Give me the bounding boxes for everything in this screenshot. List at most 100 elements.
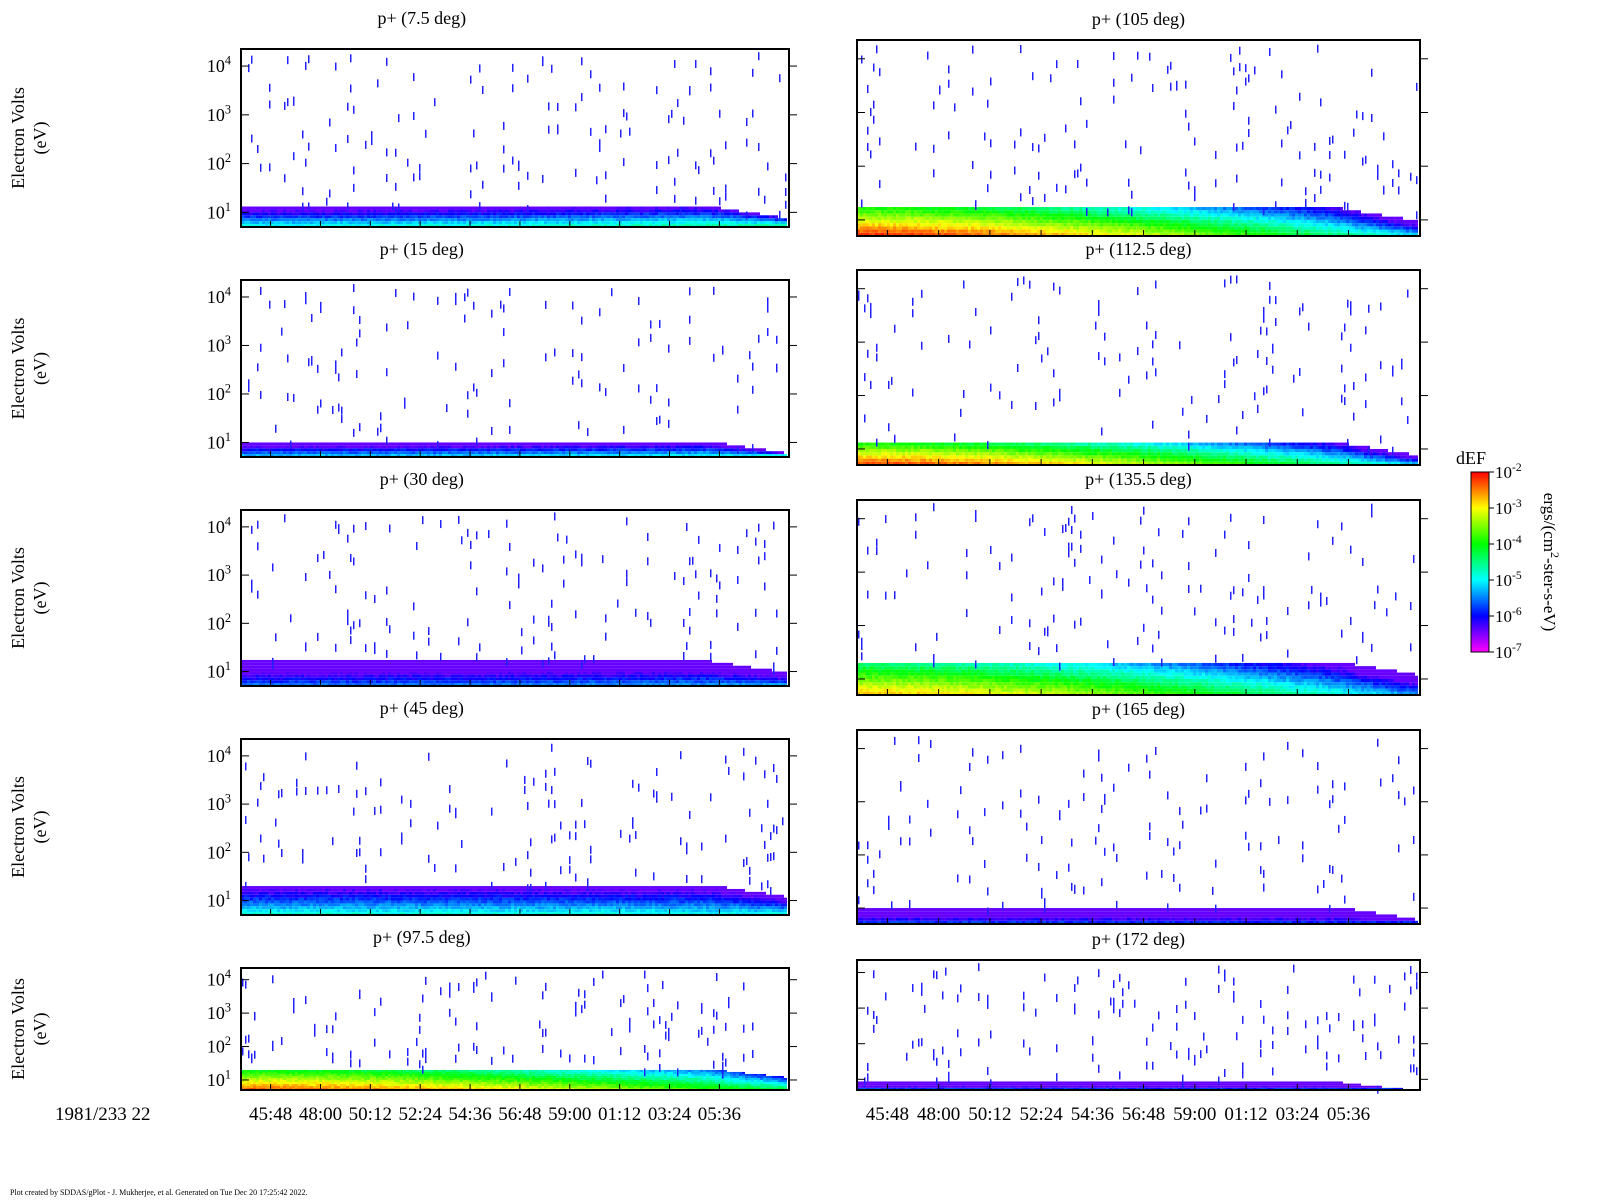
cell <box>301 451 304 455</box>
cell <box>418 659 421 663</box>
cell <box>634 212 637 216</box>
cell <box>775 218 778 222</box>
cell <box>755 650 757 659</box>
cell <box>571 668 574 672</box>
cell <box>581 57 583 66</box>
cell <box>386 617 388 626</box>
cell <box>544 671 547 675</box>
cell <box>442 909 445 913</box>
cell <box>367 224 370 227</box>
cell <box>574 442 577 446</box>
cell <box>373 209 376 213</box>
cell <box>493 662 496 666</box>
cell <box>610 454 613 457</box>
cell <box>409 221 412 225</box>
cell <box>667 659 670 663</box>
cell <box>758 334 760 343</box>
cell <box>763 680 766 684</box>
cell <box>466 209 469 213</box>
cell <box>475 674 478 678</box>
cell <box>316 454 319 457</box>
cell <box>430 900 433 904</box>
cell <box>748 448 751 452</box>
cell <box>538 445 541 449</box>
cell <box>607 680 610 684</box>
cell <box>688 221 691 225</box>
cell <box>415 209 418 213</box>
cell <box>325 909 328 913</box>
cell <box>556 683 559 686</box>
cell <box>307 224 310 227</box>
cell <box>256 442 259 446</box>
cell <box>358 894 361 898</box>
cell <box>412 659 415 663</box>
cell <box>541 206 544 210</box>
cell <box>379 224 382 227</box>
cell <box>646 445 649 449</box>
cell <box>349 215 352 219</box>
cell <box>514 674 517 678</box>
cell <box>484 662 487 666</box>
cell <box>649 445 652 449</box>
cell <box>274 683 277 686</box>
cell <box>310 448 313 452</box>
cell <box>433 912 436 915</box>
cell <box>784 683 787 686</box>
cell <box>412 445 415 449</box>
cell <box>365 591 367 600</box>
cell <box>755 608 757 617</box>
cell <box>457 659 460 663</box>
cell <box>574 674 577 678</box>
cell <box>332 405 334 414</box>
cell <box>454 671 457 675</box>
cell <box>395 288 397 297</box>
cell <box>460 903 463 907</box>
cell <box>599 139 601 148</box>
cell <box>388 212 391 216</box>
cell <box>574 680 577 684</box>
cell <box>241 206 244 210</box>
cell <box>286 906 289 910</box>
cell <box>418 888 421 892</box>
cell <box>469 206 472 210</box>
cell <box>724 451 727 455</box>
cell <box>367 218 370 222</box>
cell <box>694 662 697 666</box>
cell <box>544 677 547 681</box>
cell <box>283 454 286 457</box>
cell <box>253 903 256 907</box>
cell <box>386 368 388 377</box>
cell <box>574 209 577 213</box>
cell <box>448 662 451 666</box>
cell <box>628 445 631 449</box>
cell <box>604 221 607 225</box>
cell <box>533 615 535 624</box>
cell <box>397 671 400 675</box>
cell <box>784 680 787 684</box>
cell <box>598 442 601 446</box>
cell <box>715 206 718 210</box>
cell <box>769 451 772 455</box>
cell <box>757 212 760 216</box>
cell <box>292 897 295 901</box>
cell <box>457 894 460 898</box>
cell <box>646 668 649 672</box>
cell <box>700 659 703 663</box>
cell <box>430 218 433 222</box>
cell <box>451 448 454 452</box>
cell <box>367 445 370 449</box>
cell <box>526 677 529 681</box>
cell <box>295 909 298 913</box>
cell <box>247 451 250 455</box>
cell <box>370 212 373 216</box>
cell <box>361 442 364 446</box>
cell <box>715 671 718 675</box>
cell <box>548 657 550 666</box>
cell <box>518 580 520 589</box>
cell <box>409 451 412 455</box>
cell <box>652 212 655 216</box>
cell <box>637 659 640 663</box>
cell <box>464 293 466 302</box>
cell <box>448 888 451 892</box>
cell <box>466 906 469 910</box>
